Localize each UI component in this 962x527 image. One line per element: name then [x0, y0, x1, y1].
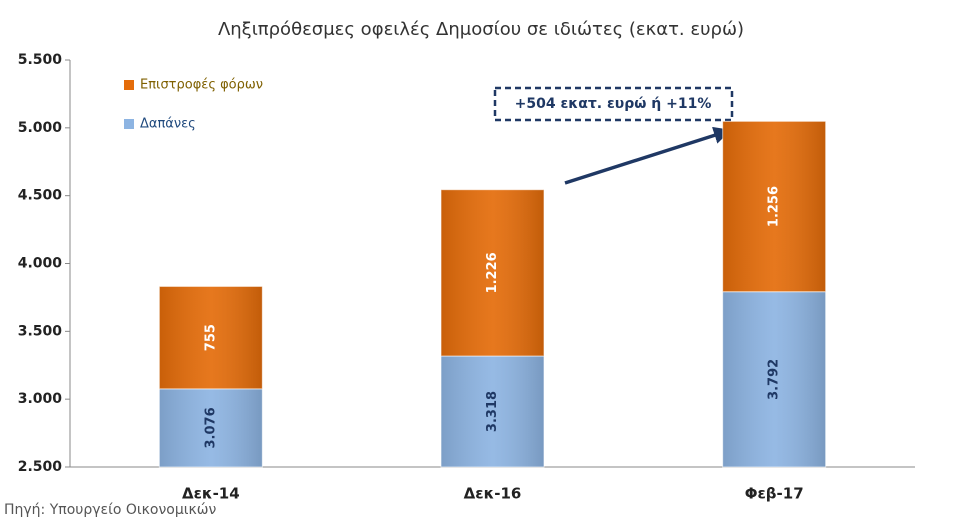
bar-shade — [722, 120, 827, 293]
x-tick-label: Φεβ-17 — [745, 485, 804, 503]
value-label: 3.792 — [767, 359, 782, 400]
source: Πηγή: Υπουργείο Οικονομικών — [4, 502, 216, 518]
chart-title: Ληξιπρόθεσμες οφειλές Δημοσίου σε ιδιώτε… — [218, 19, 744, 40]
legend-label: Επιστροφές φόρων — [140, 78, 263, 93]
arrow — [564, 126, 732, 185]
bar-shade — [158, 285, 263, 390]
y-tick-label: 4.500 — [18, 188, 63, 204]
x-tick-label: Δεκ-14 — [182, 485, 240, 503]
value-label: 1.226 — [485, 252, 500, 293]
legend-label: Δαπάνες — [140, 117, 196, 132]
annotation: +504 εκατ. ευρώ ή +11% — [515, 96, 712, 112]
y-tick-label: 5.500 — [18, 52, 63, 68]
y-tick-label: 5.000 — [18, 120, 63, 136]
y-tick-label: 2.500 — [18, 459, 63, 475]
bar-shade — [158, 388, 263, 468]
value-label: 755 — [203, 324, 218, 351]
annotation-box — [493, 86, 734, 122]
value-label: 3.318 — [485, 391, 500, 432]
x-tick-label: Δεκ-16 — [464, 485, 522, 503]
legend-swatch — [124, 119, 134, 129]
legend-swatch — [124, 80, 134, 90]
bar-shade — [440, 189, 545, 357]
value-label: 3.076 — [203, 407, 218, 448]
value-label: 1.256 — [767, 186, 782, 227]
y-tick-label: 4.000 — [18, 256, 63, 272]
y-tick-label: 3.500 — [18, 323, 63, 339]
y-tick-label: 3.000 — [18, 391, 63, 407]
bar-shade — [440, 355, 545, 468]
bar-shade — [722, 291, 827, 468]
